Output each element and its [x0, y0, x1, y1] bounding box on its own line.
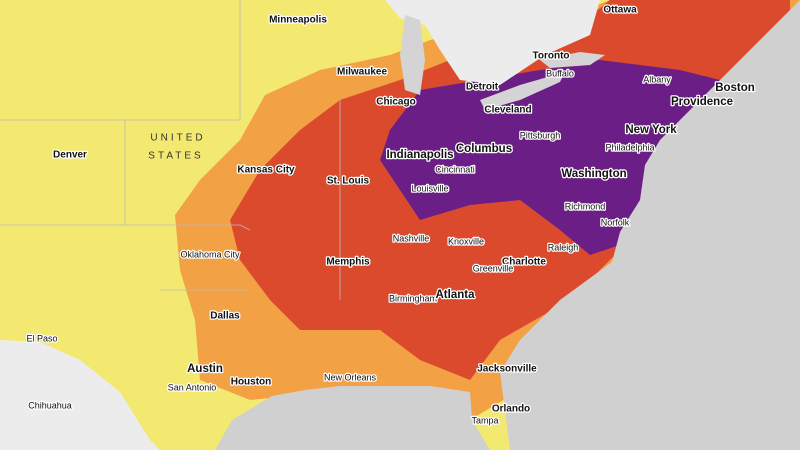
lake-michigan [400, 15, 425, 95]
city-label: St. Louis [327, 176, 370, 187]
city-label: Providence [671, 96, 733, 108]
lake-erie [480, 72, 565, 110]
city-label: Atlanta [436, 289, 476, 301]
atlantic-ocean [500, 0, 800, 450]
city-label: Washington [561, 168, 626, 180]
city-label: Cincinnati [435, 164, 475, 174]
city-label: Louisville [411, 183, 448, 193]
city-label: Charlotte [502, 257, 546, 268]
city-label: Pittsburgh [520, 130, 561, 140]
lake-ontario [540, 52, 605, 68]
gulf-of-mexico [215, 386, 490, 450]
country-label: STATES [148, 151, 203, 162]
city-label: Knoxville [448, 236, 484, 246]
city-label: Richmond [565, 201, 606, 211]
city-label: Albany [643, 74, 671, 84]
city-label: Denver [53, 150, 87, 161]
city-label: Chihuahua [28, 400, 72, 410]
city-label: Tampa [471, 415, 498, 425]
city-label: Indianapolis [386, 149, 453, 161]
city-label: Greenville [473, 263, 514, 273]
city-label: Chicago [376, 97, 415, 108]
city-label: Nashville [393, 233, 430, 243]
city-label: Orlando [492, 404, 530, 415]
city-label: Oklahoma City [180, 249, 240, 259]
city-label: Cleveland [484, 105, 531, 116]
city-label: Buffalo [546, 68, 574, 78]
city-label: Minneapolis [269, 15, 327, 26]
city-label: Ottawa [603, 5, 637, 16]
city-label: Detroit [466, 82, 499, 93]
city-label: Jacksonville [477, 364, 537, 375]
city-label: Austin [187, 363, 223, 375]
city-label: Memphis [326, 257, 370, 268]
extreme-heat-zone [380, 60, 720, 255]
canada [385, 0, 600, 85]
city-label: San Antonio [168, 382, 217, 392]
city-label: Toronto [532, 51, 569, 62]
mexico [0, 340, 160, 450]
city-label: Columbus [456, 143, 512, 155]
city-label: Kansas City [237, 165, 295, 176]
city-label: New York [625, 124, 677, 136]
city-label: Raleigh [548, 242, 579, 252]
state-borders [0, 0, 341, 300]
city-label: Norfolk [601, 217, 630, 227]
city-label: Boston [715, 82, 755, 94]
city-label: Birmingham [389, 293, 437, 303]
city-label: Philadelphia [605, 142, 654, 152]
city-label: Dallas [210, 311, 240, 322]
city-label: New Orleans [324, 372, 377, 382]
country-label: UNITED [150, 133, 205, 144]
city-label: El Paso [26, 333, 57, 343]
city-label: Milwaukee [337, 67, 387, 78]
city-label: Houston [231, 377, 272, 388]
